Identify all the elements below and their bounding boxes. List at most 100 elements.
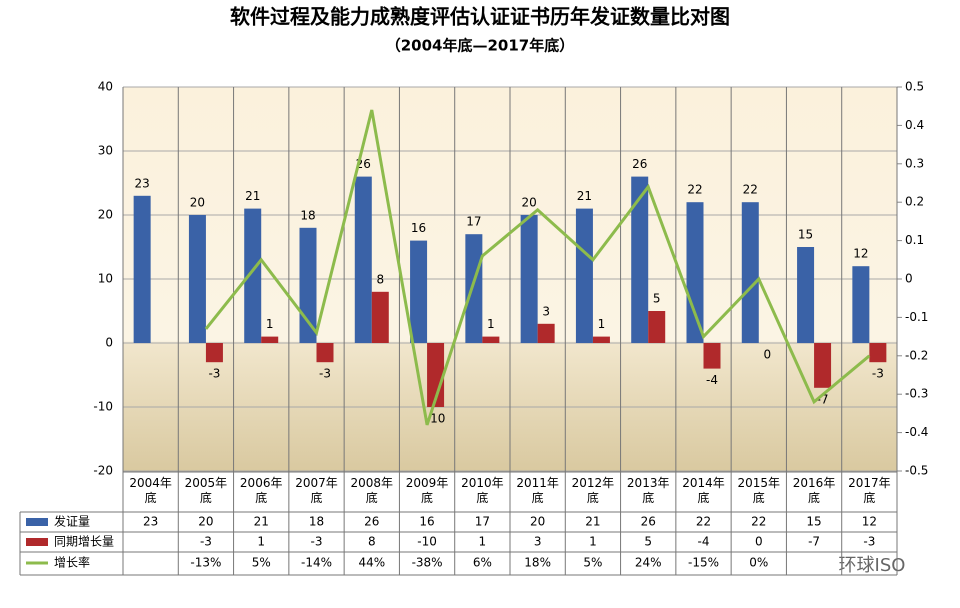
bar — [575, 208, 593, 343]
data-label: -3 — [208, 367, 220, 381]
x-tick-label: 2011年底 — [516, 476, 559, 505]
chart-title: 软件过程及能力成熟度评估认证证书历年发证数量比对图 — [230, 5, 730, 29]
data-label: 1 — [266, 317, 274, 331]
y-tick-label: 30 — [98, 144, 113, 158]
table-cell: 24% — [635, 556, 662, 570]
data-label: 20 — [190, 196, 205, 210]
data-label: 22 — [743, 183, 758, 197]
data-label: 21 — [245, 189, 260, 203]
table-cell: 20 — [198, 515, 213, 529]
table-cell: 23 — [143, 515, 158, 529]
table-cell: 20 — [530, 515, 545, 529]
y2-tick-label: -0.4 — [905, 425, 928, 439]
table-cell: 21 — [254, 515, 269, 529]
table-cell: 26 — [364, 515, 379, 529]
bar — [631, 176, 649, 343]
table-cell: 1 — [257, 535, 265, 549]
data-label: 22 — [687, 183, 702, 197]
x-tick-label: 2008年底 — [350, 476, 394, 505]
bar — [188, 215, 206, 343]
y-tick-label: 0 — [105, 336, 113, 350]
bar — [852, 266, 870, 343]
bar — [316, 343, 334, 363]
table-cell: -3 — [311, 535, 323, 549]
y-tick-label: 20 — [98, 208, 113, 222]
bar — [354, 176, 372, 343]
data-label: 18 — [300, 208, 315, 222]
y2-tick-label: -0.5 — [905, 464, 928, 478]
table-cell: -3 — [863, 535, 875, 549]
bar — [482, 336, 500, 343]
table-cell: 0% — [749, 556, 768, 570]
x-tick-label: 2013年底 — [626, 476, 670, 505]
data-label: 26 — [632, 157, 647, 171]
bar — [244, 208, 262, 343]
table-cell: 5% — [583, 556, 602, 570]
y-tick-label: -10 — [93, 400, 113, 414]
data-label: -4 — [706, 373, 718, 387]
data-label: 16 — [411, 221, 426, 235]
chart-subtitle: （2004年底—2017年底） — [386, 37, 575, 55]
y2-tick-label: 0.4 — [905, 118, 924, 132]
data-label: 17 — [466, 215, 481, 229]
table-cell: 18% — [524, 556, 551, 570]
bar — [261, 336, 279, 343]
table-cell: -7 — [808, 535, 820, 549]
data-label: 1 — [487, 317, 495, 331]
data-label: 15 — [798, 228, 813, 242]
watermark: 环球ISO — [839, 555, 906, 576]
y2-tick-label: 0.2 — [905, 195, 924, 209]
table-cell: 8 — [368, 535, 376, 549]
legend-label: 增长率 — [54, 555, 90, 570]
data-label: -7 — [817, 392, 829, 406]
bar — [205, 343, 223, 363]
legend-label: 发证量 — [54, 514, 90, 529]
bar — [133, 195, 151, 343]
x-tick-label: 2004年底 — [129, 476, 172, 505]
table-cell: -14% — [301, 556, 332, 570]
table-cell: -38% — [412, 556, 443, 570]
y-tick-label: 10 — [98, 272, 113, 286]
bar — [371, 291, 389, 343]
line — [204, 109, 871, 426]
x-tick-label: 2006年底 — [239, 476, 283, 505]
y2-tick-label: 0 — [905, 272, 913, 286]
table-cell: 16 — [419, 515, 434, 529]
data-label: -3 — [319, 367, 331, 381]
x-tick-label: 2009年底 — [405, 476, 449, 505]
data-label: 1 — [598, 317, 606, 331]
table-cell: 1 — [589, 535, 597, 549]
y2-tick-label: 0.3 — [905, 156, 924, 170]
bar — [520, 215, 538, 343]
table-cell: -13% — [190, 556, 221, 570]
data-label: 8 — [376, 272, 384, 286]
table-cell: 5% — [252, 556, 271, 570]
x-tick-label: 2016年底 — [792, 476, 836, 505]
y2-tick-label: -0.1 — [905, 310, 928, 324]
bar — [648, 311, 666, 343]
table-cell: 15 — [806, 515, 821, 529]
bar — [703, 343, 721, 369]
table-cell: -4 — [698, 535, 710, 549]
y2-tick-label: 0.1 — [905, 233, 924, 247]
bar — [797, 247, 815, 343]
x-tick-label: 2012年底 — [571, 476, 615, 505]
bar — [299, 227, 317, 343]
data-label: 3 — [542, 304, 550, 318]
x-tick-label: 2015年底 — [737, 476, 781, 505]
bar — [537, 323, 555, 343]
table-cell: 12 — [862, 515, 877, 529]
bar — [465, 234, 483, 343]
y2-tick-label: 0.5 — [905, 80, 924, 94]
x-tick-label: 2007年底 — [295, 476, 338, 505]
table-cell: 22 — [751, 515, 766, 529]
x-tick-label: 2014年底 — [682, 476, 725, 505]
table-cell: 3 — [534, 535, 542, 549]
bar — [741, 202, 759, 343]
y-tick-label: 40 — [98, 80, 113, 94]
legend-swatch — [26, 538, 48, 546]
bar — [427, 343, 445, 407]
bar — [410, 240, 428, 343]
